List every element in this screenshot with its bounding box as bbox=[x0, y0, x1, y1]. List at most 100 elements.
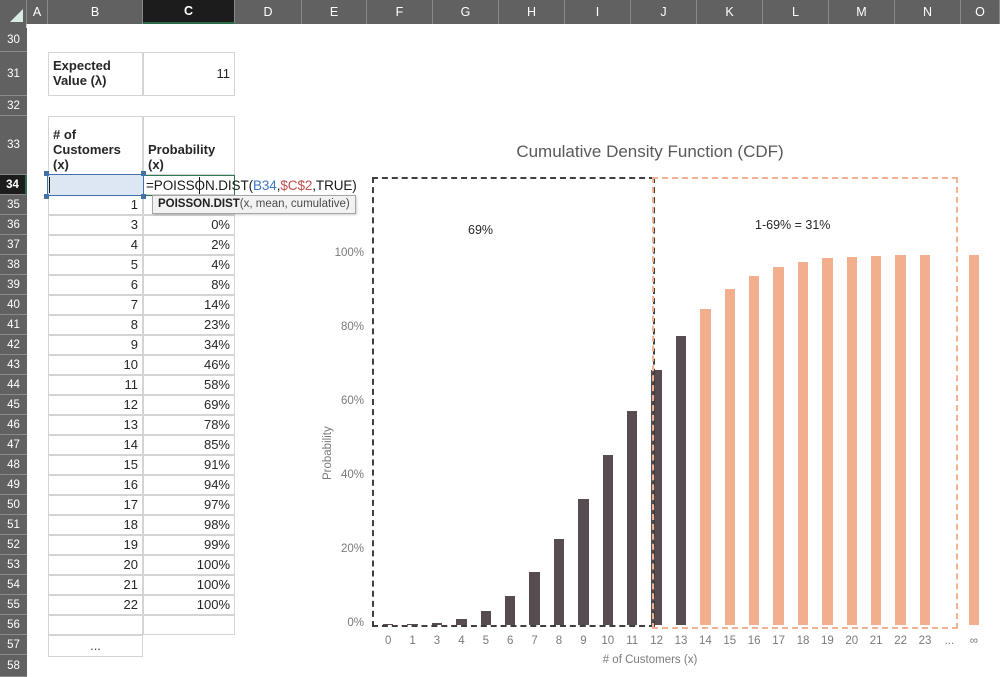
row-header-39[interactable]: 39 bbox=[0, 275, 27, 295]
row-header-58[interactable]: 58 bbox=[0, 655, 27, 677]
cell-b46-x-value[interactable]: 13 bbox=[48, 415, 143, 435]
cell-c36-probability[interactable]: 0% bbox=[143, 215, 235, 235]
row-header-42[interactable]: 42 bbox=[0, 335, 27, 355]
cell-b38-x-value[interactable]: 5 bbox=[48, 255, 143, 275]
row-header-47[interactable]: 47 bbox=[0, 435, 27, 455]
column-header-l[interactable]: L bbox=[763, 0, 829, 24]
select-all-corner[interactable] bbox=[0, 0, 27, 24]
row-header-32[interactable]: 32 bbox=[0, 96, 27, 116]
column-header-j[interactable]: J bbox=[631, 0, 697, 24]
row-header-51[interactable]: 51 bbox=[0, 515, 27, 535]
chart-bar-22[interactable] bbox=[895, 255, 906, 625]
chart-bar-20[interactable] bbox=[846, 256, 857, 625]
chart-bar-12[interactable] bbox=[651, 370, 662, 625]
chart-bar-7[interactable] bbox=[529, 572, 540, 625]
row-header-30[interactable]: 30 bbox=[0, 28, 27, 52]
chart-bar-23[interactable] bbox=[919, 255, 931, 625]
column-header-o[interactable]: O bbox=[961, 0, 1000, 24]
row-header-40[interactable]: 40 bbox=[0, 295, 27, 315]
cell-c58-blank[interactable] bbox=[143, 635, 235, 657]
cell-b52-x-value[interactable]: 19 bbox=[48, 535, 143, 555]
cell-b35-x-value[interactable]: 1 bbox=[48, 195, 143, 215]
cell-b54-x-value[interactable]: 21 bbox=[48, 575, 143, 595]
column-header-n[interactable]: N bbox=[895, 0, 961, 24]
column-header-i[interactable]: I bbox=[565, 0, 631, 24]
chart-bar-19[interactable] bbox=[822, 258, 833, 625]
row-header-49[interactable]: 49 bbox=[0, 475, 27, 495]
chart-bar-∞[interactable] bbox=[968, 255, 979, 625]
cell-b58-ellipsis[interactable]: ... bbox=[48, 635, 143, 657]
row-header-48[interactable]: 48 bbox=[0, 455, 27, 475]
selection-handle-bottom-left[interactable] bbox=[44, 194, 49, 199]
chart-bar-1[interactable] bbox=[407, 623, 418, 625]
cell-c38-probability[interactable]: 4% bbox=[143, 255, 235, 275]
row-header-45[interactable]: 45 bbox=[0, 395, 27, 415]
selection-handle-top-left[interactable] bbox=[44, 171, 49, 176]
row-header-56[interactable]: 56 bbox=[0, 615, 27, 635]
cell-c57-blank[interactable] bbox=[143, 615, 235, 635]
row-header-54[interactable]: 54 bbox=[0, 575, 27, 595]
cell-b43-x-value[interactable]: 10 bbox=[48, 355, 143, 375]
chart-bar-17[interactable] bbox=[773, 266, 784, 625]
cell-c42-probability[interactable]: 34% bbox=[143, 335, 235, 355]
column-header-e[interactable]: E bbox=[302, 0, 367, 24]
cell-c31-expected-value[interactable]: 11 bbox=[143, 52, 235, 96]
column-header-k[interactable]: K bbox=[697, 0, 763, 24]
cell-b42-x-value[interactable]: 9 bbox=[48, 335, 143, 355]
cell-c48-probability[interactable]: 91% bbox=[143, 455, 235, 475]
chart-bar-11[interactable] bbox=[627, 410, 638, 625]
row-header-43[interactable]: 43 bbox=[0, 355, 27, 375]
selection-handle-bottom-right[interactable] bbox=[141, 194, 146, 199]
row-header-46[interactable]: 46 bbox=[0, 415, 27, 435]
cell-b48-x-value[interactable]: 15 bbox=[48, 455, 143, 475]
chart-bar-4[interactable] bbox=[456, 619, 467, 625]
cell-c44-probability[interactable]: 58% bbox=[143, 375, 235, 395]
row-header-35[interactable]: 35 bbox=[0, 195, 27, 215]
cell-c34-formula-text[interactable]: =POISSON.DIST(B34,$C$2,TRUE) bbox=[146, 178, 357, 193]
column-header-f[interactable]: F bbox=[367, 0, 433, 24]
chart-bar-14[interactable] bbox=[700, 309, 711, 625]
cell-c55-probability[interactable]: 100% bbox=[143, 595, 235, 615]
chart-bar-3[interactable] bbox=[431, 623, 443, 625]
column-header-d[interactable]: D bbox=[235, 0, 302, 24]
cell-c53-probability[interactable]: 100% bbox=[143, 555, 235, 575]
cell-b53-x-value[interactable]: 20 bbox=[48, 555, 143, 575]
column-header-c[interactable]: C bbox=[143, 0, 235, 24]
cell-b50-x-value[interactable]: 17 bbox=[48, 495, 143, 515]
cell-b39-x-value[interactable]: 6 bbox=[48, 275, 143, 295]
row-header-38[interactable]: 38 bbox=[0, 255, 27, 275]
selection-handle-top-right[interactable] bbox=[141, 171, 146, 176]
cell-b47-x-value[interactable]: 14 bbox=[48, 435, 143, 455]
row-header-36[interactable]: 36 bbox=[0, 215, 27, 235]
chart-bar-6[interactable] bbox=[505, 595, 516, 625]
column-header-g[interactable]: G bbox=[433, 0, 499, 24]
chart-bar-8[interactable] bbox=[553, 539, 565, 625]
cell-b49-x-value[interactable]: 16 bbox=[48, 475, 143, 495]
cell-b40-x-value[interactable]: 7 bbox=[48, 295, 143, 315]
chart-bar-5[interactable] bbox=[480, 610, 491, 625]
cell-c39-probability[interactable]: 8% bbox=[143, 275, 235, 295]
cell-b45-x-value[interactable]: 12 bbox=[48, 395, 143, 415]
cell-c37-probability[interactable]: 2% bbox=[143, 235, 235, 255]
active-cell-selection-b34[interactable] bbox=[47, 174, 144, 196]
row-header-52[interactable]: 52 bbox=[0, 535, 27, 555]
cdf-chart[interactable]: Cumulative Density Function (CDF) 0% 20% 4… bbox=[300, 130, 1000, 677]
cell-c33-column-header[interactable]: Probability (x) bbox=[143, 116, 235, 175]
cell-c51-probability[interactable]: 98% bbox=[143, 515, 235, 535]
chart-bar-9[interactable] bbox=[578, 498, 589, 625]
cell-c40-probability[interactable]: 14% bbox=[143, 295, 235, 315]
cell-b37-x-value[interactable]: 4 bbox=[48, 235, 143, 255]
row-header-37[interactable]: 37 bbox=[0, 235, 27, 255]
cell-c43-probability[interactable]: 46% bbox=[143, 355, 235, 375]
cell-c50-probability[interactable]: 97% bbox=[143, 495, 235, 515]
column-header-h[interactable]: H bbox=[499, 0, 565, 24]
chart-bar-13[interactable] bbox=[675, 336, 687, 625]
row-header-53[interactable]: 53 bbox=[0, 555, 27, 575]
cell-b33-column-header[interactable]: # of Customers (x) bbox=[48, 116, 143, 175]
row-header-44[interactable]: 44 bbox=[0, 375, 27, 395]
chart-bar-0[interactable] bbox=[383, 623, 394, 625]
cell-b36-x-value[interactable]: 3 bbox=[48, 215, 143, 235]
cell-c54-probability[interactable]: 100% bbox=[143, 575, 235, 595]
row-header-31[interactable]: 31 bbox=[0, 52, 27, 96]
column-header-m[interactable]: M bbox=[829, 0, 895, 24]
